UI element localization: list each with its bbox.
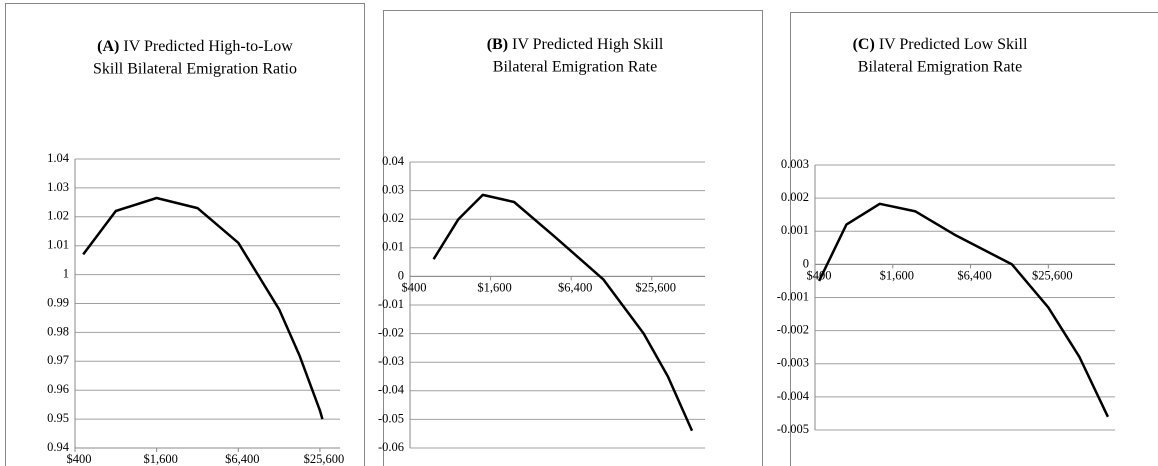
y-tick-label: 0.002 bbox=[781, 190, 809, 204]
y-tick-label: -0.005 bbox=[777, 422, 809, 436]
y-tick-label: 0.98 bbox=[47, 324, 69, 338]
y-tick-label: -0.05 bbox=[378, 411, 404, 425]
x-tick-label: $400 bbox=[402, 280, 427, 294]
y-tick-label: 0.02 bbox=[382, 211, 404, 225]
x-tick-label: $6,400 bbox=[558, 280, 592, 294]
title-line: IV Predicted High-to-Low bbox=[123, 38, 293, 55]
y-tick-label: 0.04 bbox=[382, 154, 405, 168]
y-tick-label: -0.02 bbox=[378, 325, 404, 339]
x-tick-label: $6,400 bbox=[957, 268, 991, 282]
y-tick-label: -0.06 bbox=[378, 440, 404, 454]
y-tick-label: 0.03 bbox=[382, 182, 404, 196]
data-line bbox=[817, 202, 1110, 418]
y-tick-label: -0.01 bbox=[378, 297, 404, 311]
y-tick-label: 0 bbox=[398, 268, 404, 282]
y-tick-label: 1.01 bbox=[47, 238, 69, 252]
x-tick-label: $1,600 bbox=[477, 280, 511, 294]
panel-label: (B) bbox=[487, 36, 508, 53]
panel-label: (A) bbox=[97, 38, 119, 55]
y-tick-label: 0.01 bbox=[382, 240, 404, 254]
y-tick-label: -0.004 bbox=[777, 389, 810, 403]
panel-frame bbox=[383, 10, 763, 466]
x-tick-label: $1,600 bbox=[880, 268, 914, 282]
panel-frame bbox=[5, 3, 365, 466]
y-tick-label: 0.94 bbox=[47, 440, 70, 454]
x-tick-label: $400 bbox=[807, 268, 832, 282]
x-tick-label: $25,600 bbox=[1032, 268, 1073, 282]
title-line: IV Predicted Low Skill bbox=[879, 36, 1028, 53]
x-tick-label: $25,600 bbox=[304, 452, 345, 466]
title-line: IV Predicted High Skill bbox=[512, 36, 664, 53]
y-tick-label: 0.001 bbox=[781, 223, 809, 237]
chart-title: Bilateral Emigration Rate bbox=[493, 59, 657, 76]
data-line bbox=[82, 196, 324, 420]
y-tick-label: -0.001 bbox=[777, 289, 809, 303]
chart-title: (B) IV Predicted High Skill bbox=[487, 36, 664, 53]
panel-label: (C) bbox=[853, 36, 875, 53]
chart-title: Skill Bilateral Emigration Ratio bbox=[93, 61, 297, 78]
x-tick-label: $400 bbox=[67, 452, 92, 466]
chart-title: (C) IV Predicted Low Skill bbox=[853, 36, 1028, 53]
chart-title: Bilateral Emigration Rate bbox=[858, 59, 1022, 76]
y-tick-label: 0.003 bbox=[781, 157, 809, 171]
y-tick-label: -0.03 bbox=[378, 354, 404, 368]
y-tick-label: 1 bbox=[63, 266, 69, 280]
y-tick-label: 0.99 bbox=[47, 295, 69, 309]
y-tick-label: 1.03 bbox=[47, 180, 69, 194]
y-tick-label: -0.002 bbox=[777, 323, 809, 337]
chart-title: (A) IV Predicted High-to-Low bbox=[97, 38, 293, 55]
y-tick-label: -0.04 bbox=[378, 383, 405, 397]
y-tick-label: 0.96 bbox=[47, 382, 69, 396]
panel-frame bbox=[790, 12, 1158, 466]
y-tick-label: 1.02 bbox=[47, 209, 69, 223]
x-tick-label: $6,400 bbox=[225, 452, 259, 466]
x-tick-label: $1,600 bbox=[143, 452, 177, 466]
y-tick-label: 0.97 bbox=[47, 353, 69, 367]
y-tick-label: 0 bbox=[803, 256, 809, 270]
data-line bbox=[432, 193, 694, 432]
x-tick-label: $25,600 bbox=[635, 280, 676, 294]
y-tick-label: -0.003 bbox=[777, 356, 809, 370]
y-tick-label: 1.04 bbox=[47, 151, 70, 165]
y-tick-label: 0.95 bbox=[47, 411, 69, 425]
